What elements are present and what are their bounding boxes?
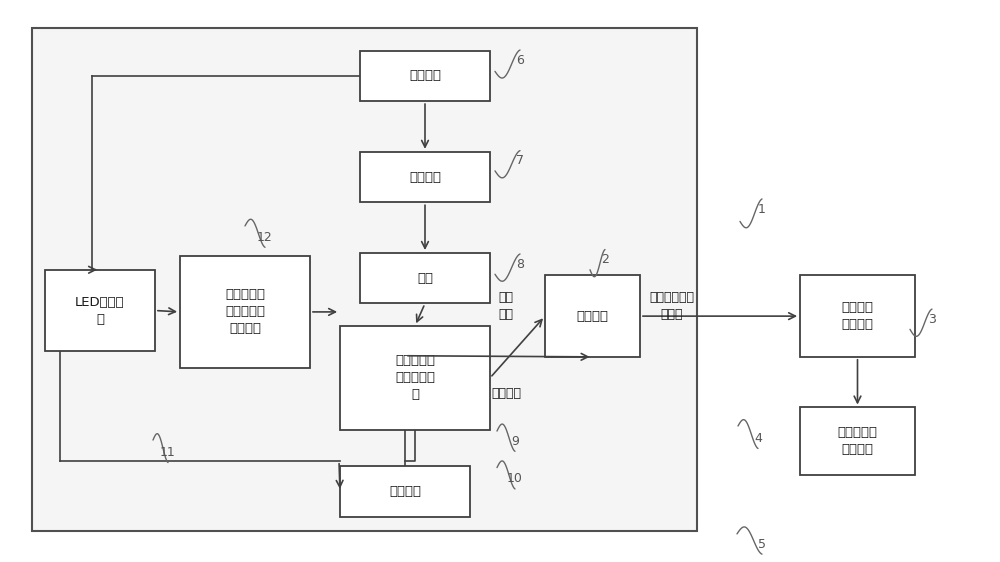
Text: 5: 5: [758, 537, 766, 551]
Text: 平移
投射: 平移 投射: [498, 291, 514, 321]
Text: 8: 8: [516, 257, 524, 271]
Text: 1: 1: [758, 202, 766, 216]
Text: 10: 10: [507, 472, 523, 486]
Text: 9: 9: [511, 434, 519, 448]
Bar: [800, 407, 915, 475]
Text: 柯勒照明系
统（复合透
镜阵列）: 柯勒照明系 统（复合透 镜阵列）: [225, 288, 265, 336]
Text: LED照明光
源: LED照明光 源: [75, 296, 125, 325]
Text: 2: 2: [601, 253, 609, 266]
Text: 12: 12: [257, 230, 273, 244]
Text: 3: 3: [928, 312, 936, 326]
Text: 双目相机: 双目相机: [389, 485, 421, 498]
Text: 7: 7: [516, 154, 524, 167]
Text: 控制模块: 控制模块: [409, 69, 441, 83]
Text: 6: 6: [516, 53, 524, 67]
Bar: [45, 270, 155, 351]
Text: 4: 4: [754, 432, 762, 445]
Bar: [32, 28, 697, 531]
Text: 同步拍摄: 同步拍摄: [491, 387, 521, 400]
Text: 刻有散斑图
案的镀铬玻
璃: 刻有散斑图 案的镀铬玻 璃: [395, 355, 435, 401]
Bar: [800, 275, 915, 357]
Bar: [360, 152, 490, 202]
Bar: [360, 253, 490, 303]
Text: 驱动电路: 驱动电路: [409, 170, 441, 184]
Bar: [180, 256, 310, 368]
Bar: [360, 51, 490, 101]
Bar: [340, 466, 470, 517]
Text: 11: 11: [160, 446, 176, 459]
Bar: [545, 275, 640, 357]
Text: 重建的物体
三维数据: 重建的物体 三维数据: [838, 426, 878, 456]
Text: 时空不相关图
像序列: 时空不相关图 像序列: [650, 291, 694, 321]
Text: 待测物体: 待测物体: [576, 310, 608, 323]
Text: 电机: 电机: [417, 271, 433, 285]
Bar: [340, 326, 490, 430]
Text: 三维重建
算法模块: 三维重建 算法模块: [842, 301, 874, 331]
